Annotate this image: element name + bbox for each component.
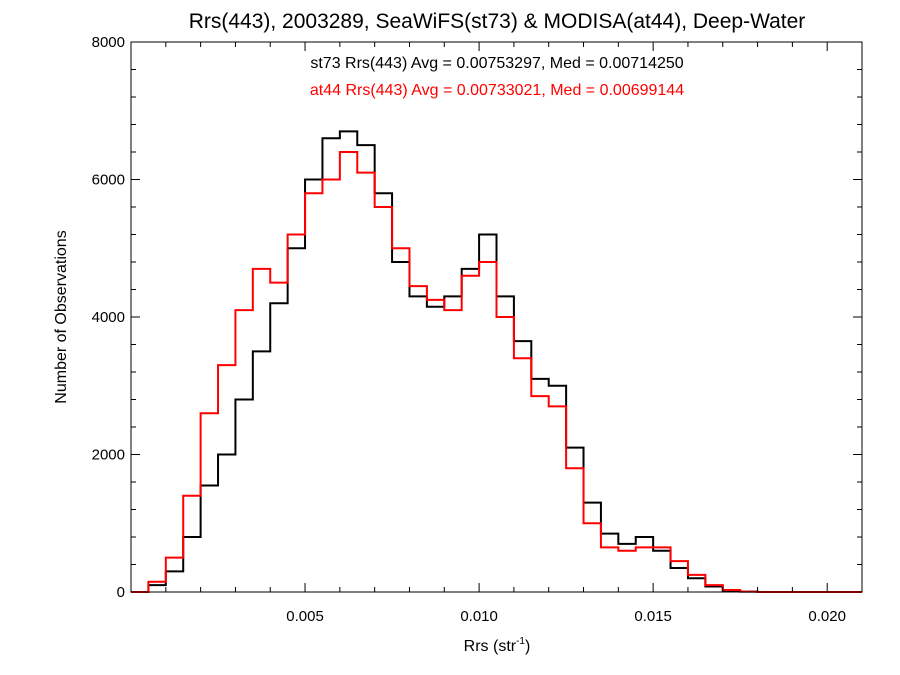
annotation-st73: st73 Rrs(443) Avg = 0.00753297, Med = 0.… — [310, 55, 683, 72]
x-axis-label-main: Rrs (str — [464, 638, 517, 655]
y-tick-label: 8000 — [92, 34, 125, 51]
x-axis-ticks: 0.005 0.010 0.015 0.020 — [165, 42, 846, 625]
x-axis-label-tail: ) — [525, 638, 530, 655]
x-tick-label: 0.010 — [460, 608, 498, 625]
x-tick-label: 0.020 — [808, 608, 846, 625]
series-line-st73 — [131, 130, 862, 593]
x-tick-label: 0.005 — [286, 608, 324, 625]
chart-title: Rrs(443), 2003289, SeaWiFS(st73) & MODIS… — [189, 10, 806, 33]
series-layer — [131, 130, 862, 593]
y-tick-label: 0 — [117, 584, 125, 601]
y-axis-label: Number of Observations — [53, 230, 70, 403]
x-axis-label-sup: -1 — [516, 636, 525, 647]
y-tick-label: 4000 — [92, 309, 125, 326]
x-tick-label: 0.015 — [634, 608, 672, 625]
y-axis-ticks: 0 2000 4000 6000 8000 — [92, 34, 862, 601]
x-axis-label: Rrs (str-1) — [464, 636, 531, 655]
series-line-at44 — [131, 151, 862, 593]
y-tick-label: 6000 — [92, 172, 125, 189]
annotation-at44: at44 Rrs(443) Avg = 0.00733021, Med = 0.… — [310, 82, 684, 99]
y-tick-label: 2000 — [92, 447, 125, 464]
